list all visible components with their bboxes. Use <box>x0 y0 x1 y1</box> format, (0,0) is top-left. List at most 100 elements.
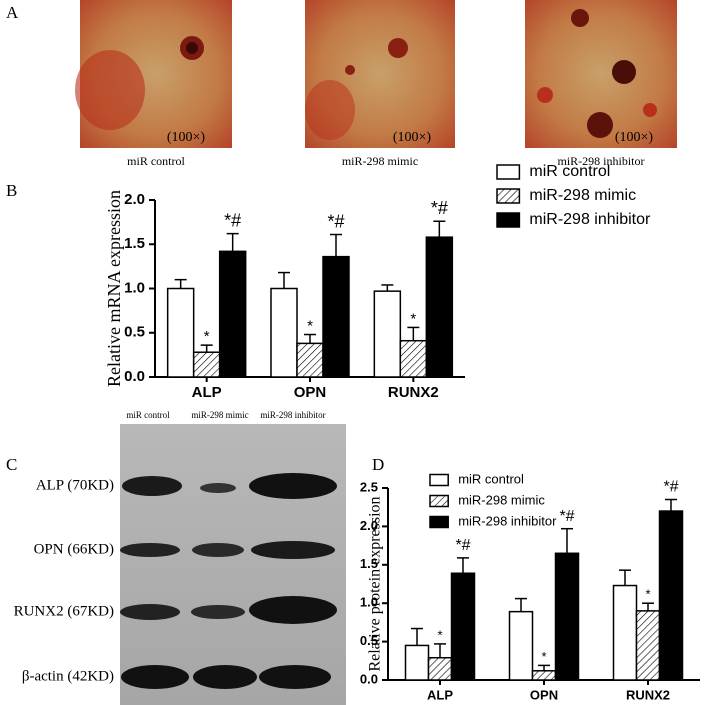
bar <box>531 670 557 681</box>
image-caption: miR-298 mimic <box>342 154 418 168</box>
bar <box>554 552 580 681</box>
error-bar <box>433 220 446 238</box>
error-bar <box>330 233 342 257</box>
bar <box>296 342 324 378</box>
x-tick-label: ALP <box>192 384 222 401</box>
legend-label: miR-298 inhibitor <box>458 513 557 528</box>
legend-swatch <box>496 164 521 180</box>
bar <box>658 510 684 681</box>
y-tick-label: 1.0 <box>124 279 145 296</box>
y-tick-label: 0.5 <box>124 324 145 341</box>
y-tick-label: 1.5 <box>124 235 145 252</box>
significance-label: * <box>437 627 442 642</box>
bar <box>508 610 534 681</box>
bar <box>322 255 350 378</box>
band-label: RUNX2 (67KD) <box>14 603 114 619</box>
significance-label: *# <box>663 479 678 496</box>
x-tick-label: OPN <box>530 687 558 702</box>
image-caption: miR control <box>127 154 185 168</box>
band-label: β-actin (42KD) <box>22 668 114 684</box>
bar <box>612 584 638 681</box>
legend-swatch <box>496 212 521 228</box>
band-label: OPN (66KD) <box>34 541 114 557</box>
bar <box>635 610 661 681</box>
error-bar <box>200 344 213 353</box>
image-caption: miR-298 inhibitor <box>558 154 645 168</box>
y-tick-label: 0.5 <box>360 633 378 648</box>
error-bar <box>619 569 631 586</box>
bar <box>425 236 454 378</box>
error-bar <box>515 597 527 612</box>
panel-label: A <box>6 3 19 22</box>
panel-label: C <box>6 455 17 474</box>
magnification: (100×) <box>615 130 654 145</box>
legend-swatch <box>429 473 449 487</box>
y-tick-label: 2.0 <box>360 518 378 533</box>
error-bar <box>278 271 290 289</box>
error-bar <box>642 602 654 611</box>
significance-label: *# <box>455 537 470 554</box>
legend-label: miR-298 mimic <box>458 492 545 507</box>
bar <box>404 644 430 681</box>
y-tick-label: 2.0 <box>124 191 145 208</box>
magnification: (100×) <box>393 130 432 145</box>
error-bar <box>561 527 573 554</box>
legend-label: miR-298 mimic <box>529 187 636 204</box>
error-bar <box>226 232 239 252</box>
bar <box>218 250 247 378</box>
lane-label: miR control <box>126 410 170 420</box>
panel-label: D <box>372 455 384 474</box>
significance-label: * <box>204 328 210 345</box>
micrograph <box>305 0 455 148</box>
significance-label: * <box>645 587 650 602</box>
error-bar <box>381 284 394 292</box>
lane-label: miR-298 inhibitor <box>260 410 325 420</box>
bar <box>427 656 453 681</box>
band-label: ALP (70KD) <box>36 477 114 493</box>
x-tick-label: OPN <box>294 384 327 401</box>
bar <box>373 290 402 378</box>
significance-label: *# <box>327 211 344 231</box>
significance-label: *# <box>224 210 241 230</box>
panel-label: B <box>6 181 17 200</box>
error-bar <box>411 627 423 646</box>
bar <box>270 287 298 378</box>
significance-label: *# <box>559 508 574 525</box>
error-bar <box>407 326 420 341</box>
error-bar <box>665 498 677 512</box>
lane-label: miR-298 mimic <box>191 410 248 420</box>
legend-label: miR-298 inhibitor <box>529 211 651 228</box>
significance-label: *# <box>431 198 448 218</box>
legend-swatch <box>429 515 449 529</box>
magnification: (100×) <box>167 130 206 145</box>
error-bar <box>434 643 446 658</box>
bar <box>166 287 195 378</box>
y-tick-label: 0.0 <box>124 368 145 385</box>
error-bar <box>538 664 550 671</box>
significance-label: * <box>541 649 546 664</box>
bar <box>192 351 221 378</box>
error-bar <box>304 333 316 344</box>
micrograph <box>75 0 232 148</box>
y-tick-label: 0.0 <box>360 671 378 686</box>
y-tick-label: 2.5 <box>360 479 378 494</box>
x-tick-label: ALP <box>427 687 453 702</box>
y-axis-label: Relative protein expression <box>367 496 384 671</box>
significance-label: * <box>410 310 416 327</box>
legend-swatch <box>496 188 521 204</box>
x-tick-label: RUNX2 <box>388 384 439 401</box>
y-axis-label: Relative mRNA expression <box>104 190 124 387</box>
western-blot <box>120 424 346 705</box>
error-bar <box>174 278 187 289</box>
x-tick-label: RUNX2 <box>626 687 670 702</box>
y-tick-label: 1.0 <box>360 595 378 610</box>
micrograph <box>525 0 677 148</box>
bar <box>450 572 476 681</box>
legend-label: miR control <box>529 163 610 180</box>
significance-label: * <box>307 317 313 334</box>
y-tick-label: 1.5 <box>360 556 378 571</box>
error-bar <box>457 557 469 574</box>
legend-label: miR control <box>458 471 524 486</box>
bar <box>399 339 428 378</box>
